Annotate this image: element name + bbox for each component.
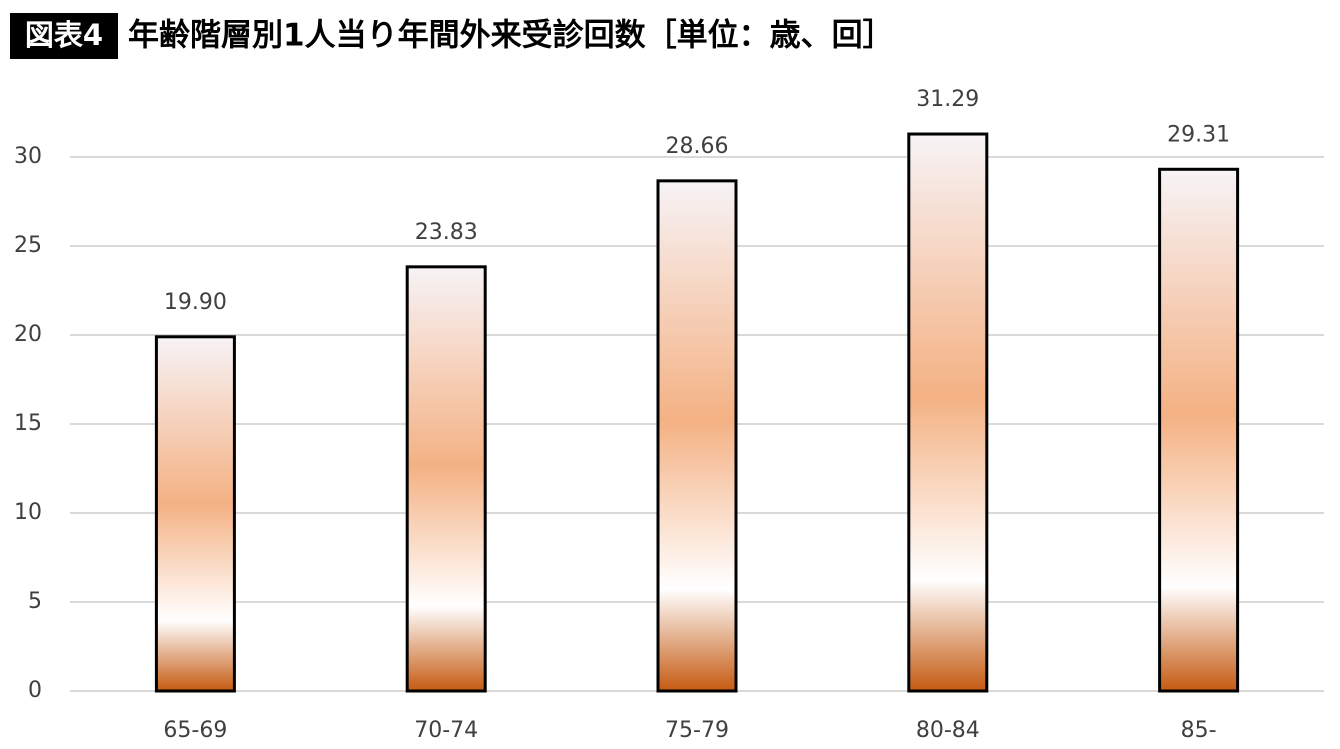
x-tick-label: 75-79 — [665, 718, 729, 743]
y-tick-label: 25 — [14, 233, 42, 258]
x-tick-label: 65-69 — [163, 718, 227, 743]
bar — [154, 335, 236, 693]
value-label: 19.90 — [164, 290, 227, 315]
figure-label: 図表4 — [25, 18, 103, 52]
label-box — [10, 13, 118, 59]
y-tick-label: 15 — [14, 411, 42, 436]
y-tick-label: 20 — [14, 322, 42, 347]
chart-title: 年齢階層別1人当り年間外来受診回数［単位：歳、回］ — [128, 18, 894, 54]
x-tick-label: 85- — [1181, 718, 1217, 743]
value-label: 28.66 — [666, 134, 729, 159]
value-label: 29.31 — [1167, 122, 1230, 147]
x-tick-label: 80-84 — [916, 718, 980, 743]
y-tick-label: 10 — [14, 500, 42, 525]
y-tick-label: 0 — [28, 678, 42, 703]
value-label: 31.29 — [916, 87, 979, 112]
y-tick-label: 5 — [28, 589, 42, 614]
y-tick-label: 30 — [14, 144, 42, 169]
bar — [405, 265, 487, 693]
x-tick-label: 70-74 — [414, 718, 478, 743]
bar — [1158, 167, 1240, 693]
bar — [656, 179, 738, 693]
value-label: 23.83 — [415, 220, 478, 245]
bar — [907, 132, 989, 693]
